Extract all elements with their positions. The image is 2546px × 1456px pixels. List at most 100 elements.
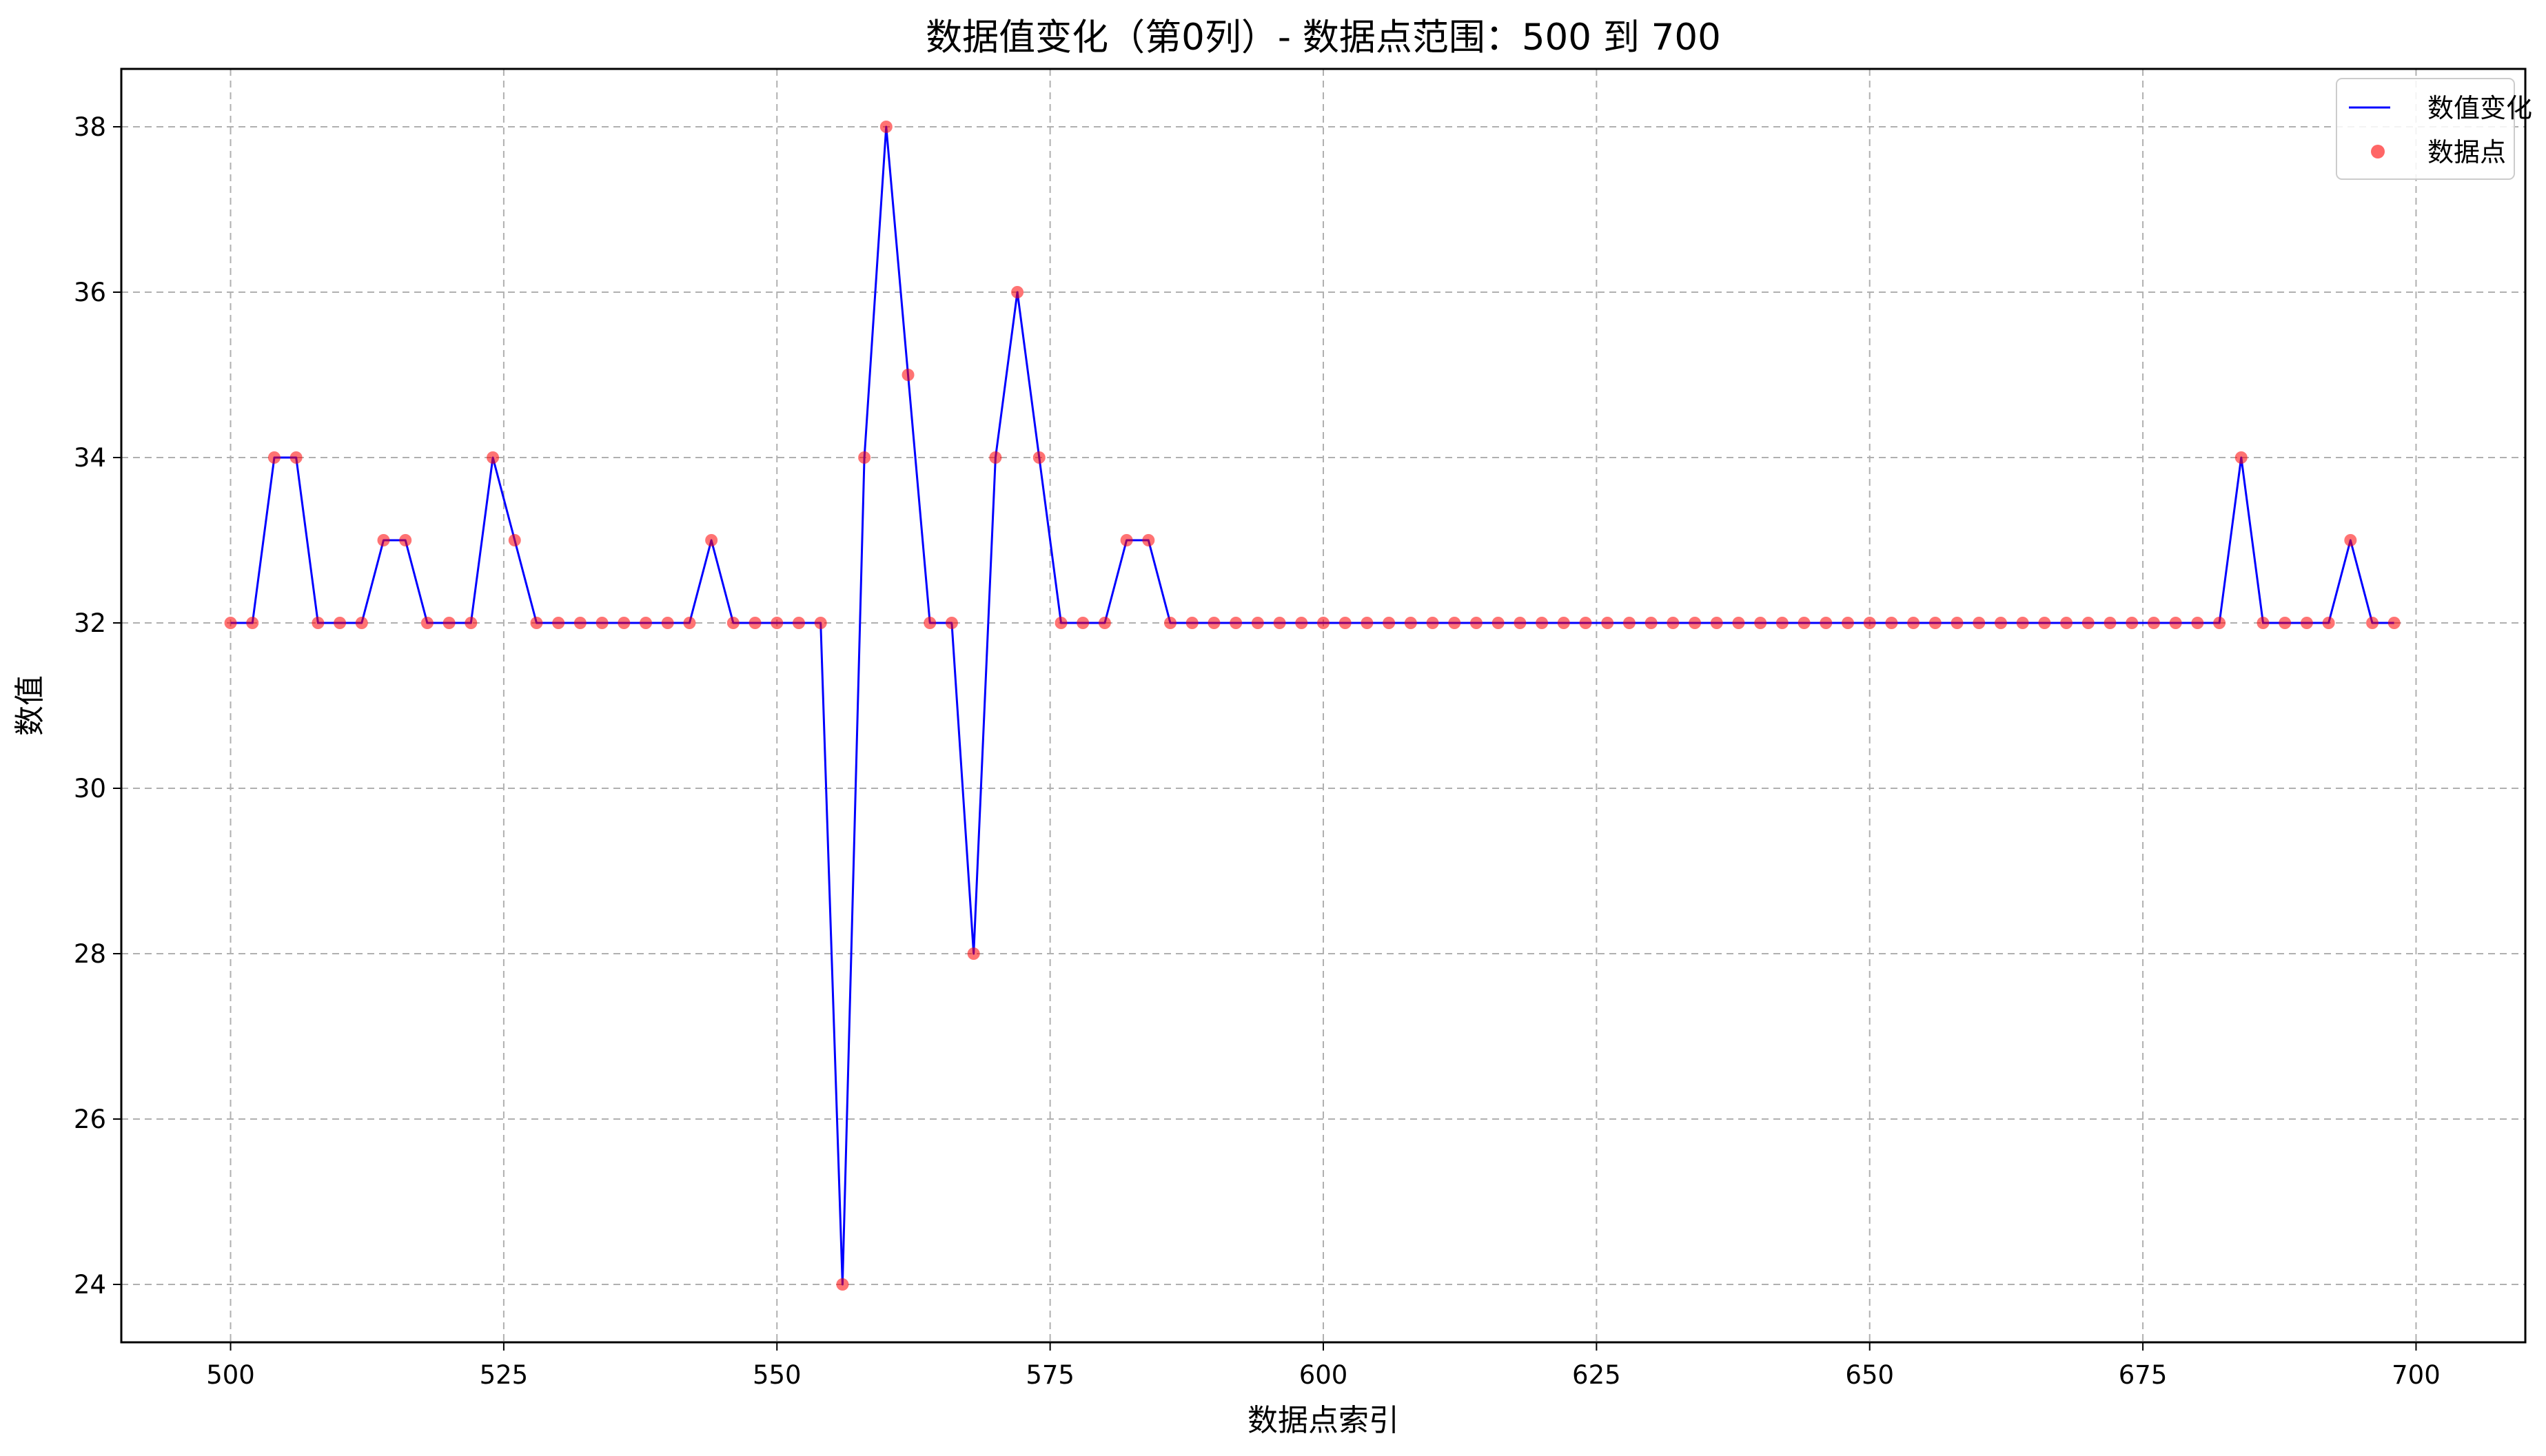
data-point <box>1185 617 1199 629</box>
data-point <box>836 1278 849 1291</box>
x-tick-label: 575 <box>1026 1360 1075 1390</box>
data-point <box>1208 617 1221 629</box>
data-point <box>2300 617 2313 629</box>
data-point <box>814 617 827 629</box>
x-tick-label: 600 <box>1299 1360 1348 1390</box>
data-point <box>1317 617 1330 629</box>
data-point <box>1775 617 1789 629</box>
data-point <box>442 617 456 629</box>
data-point <box>705 534 718 546</box>
data-point <box>2104 617 2117 629</box>
data-point <box>1361 617 1374 629</box>
data-point <box>530 617 543 629</box>
x-tick-label: 525 <box>480 1360 529 1390</box>
legend-label-line: 数值变化 <box>2427 93 2532 123</box>
data-point <box>1798 617 1811 629</box>
data-point <box>1142 534 1155 546</box>
data-point <box>2213 617 2226 629</box>
data-point <box>595 617 609 629</box>
y-tick-label: 24 <box>74 1270 106 1300</box>
data-point <box>1863 617 1876 629</box>
data-point <box>334 617 347 629</box>
data-point <box>1994 617 2007 629</box>
data-point <box>2279 617 2292 629</box>
data-point <box>2169 617 2182 629</box>
data-point <box>246 617 259 629</box>
x-tick-label: 500 <box>206 1360 255 1390</box>
legend-point-swatch <box>2371 145 2385 158</box>
data-point <box>1514 617 1527 629</box>
data-point <box>771 617 784 629</box>
data-point <box>858 451 871 464</box>
data-point <box>2016 617 2029 629</box>
data-point <box>1404 617 1417 629</box>
data-point <box>487 451 500 464</box>
data-point <box>902 369 915 381</box>
data-point <box>1601 617 1614 629</box>
data-point <box>224 617 237 629</box>
data-point <box>1491 617 1505 629</box>
data-point <box>1032 451 1046 464</box>
data-point <box>748 617 762 629</box>
data-point <box>1644 617 1658 629</box>
data-point <box>1273 617 1286 629</box>
data-point <box>989 451 1002 464</box>
data-point <box>552 617 565 629</box>
legend-label-points: 数据点 <box>2427 137 2506 167</box>
data-point <box>1622 617 1636 629</box>
data-point <box>967 947 980 960</box>
data-point <box>1928 617 1942 629</box>
data-point <box>1754 617 1767 629</box>
data-point <box>661 617 674 629</box>
x-tick-label: 650 <box>1845 1360 1894 1390</box>
data-point <box>1907 617 1920 629</box>
data-point <box>1448 617 1461 629</box>
x-tick-label: 675 <box>2119 1360 2168 1390</box>
data-point <box>1885 617 1898 629</box>
data-point <box>2060 617 2073 629</box>
y-tick-label: 26 <box>74 1105 106 1134</box>
data-point <box>1973 617 1986 629</box>
data-point <box>2322 617 2335 629</box>
data-point <box>924 617 937 629</box>
data-point <box>726 617 740 629</box>
data-point <box>1426 617 1439 629</box>
data-point <box>508 534 521 546</box>
data-point <box>399 534 412 546</box>
data-point <box>2366 617 2379 629</box>
axis-ticks: 500 525 550 575 600 625 650 675 700 24 26 28 30 32 34 3… <box>74 112 2441 1390</box>
y-tick-label: 34 <box>74 443 106 473</box>
x-tick-label: 700 <box>2392 1360 2441 1390</box>
data-point <box>2081 617 2095 629</box>
data-point <box>1951 617 1964 629</box>
x-tick-label: 550 <box>753 1360 802 1390</box>
data-point <box>420 617 434 629</box>
data-point <box>2344 534 2357 546</box>
data-point <box>2191 617 2204 629</box>
legend: 数值变化 数据点 <box>2336 78 2532 180</box>
data-point <box>2126 617 2139 629</box>
plot-data <box>224 121 2401 1291</box>
gridlines <box>121 69 2525 1342</box>
data-point <box>289 451 303 464</box>
data-point <box>1536 617 1549 629</box>
data-point <box>1055 617 1068 629</box>
data-point <box>1120 534 1133 546</box>
x-axis-title: 数据点索引 <box>1247 1403 1399 1438</box>
chart-title: 数据值变化（第0列）- 数据点范围：500 到 700 <box>926 17 1721 59</box>
data-point <box>1383 617 1396 629</box>
data-point <box>879 121 893 133</box>
x-tick-label: 625 <box>1572 1360 1621 1390</box>
y-tick-label: 38 <box>74 112 106 142</box>
data-point <box>2257 617 2270 629</box>
y-tick-label: 32 <box>74 608 106 638</box>
series-line-values <box>230 125 2394 1286</box>
data-point <box>1338 617 1352 629</box>
plot-frame <box>120 68 2527 1344</box>
data-point <box>683 617 696 629</box>
y-tick-label: 30 <box>74 774 106 803</box>
data-point <box>1842 617 1855 629</box>
data-point <box>1251 617 1264 629</box>
